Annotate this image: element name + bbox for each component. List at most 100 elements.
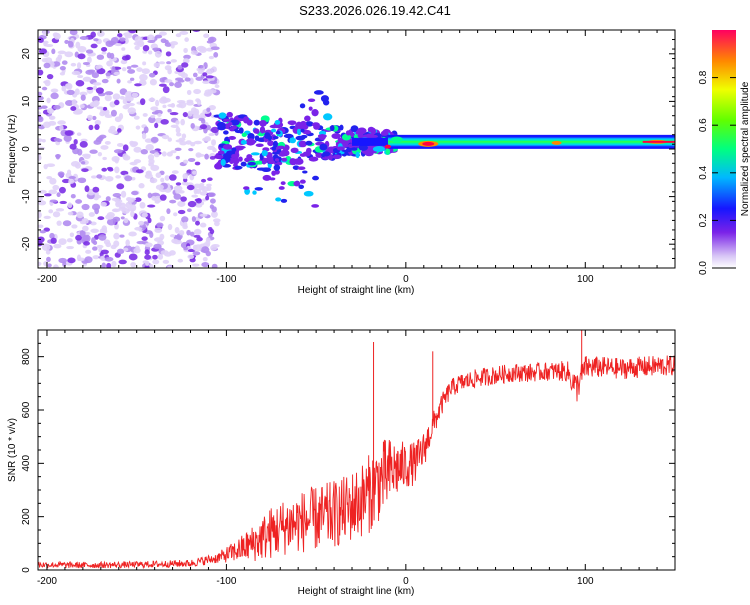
noise-blob	[55, 154, 60, 160]
noise-blob	[195, 204, 203, 208]
noise-blob	[57, 50, 67, 55]
noise-blob	[90, 228, 100, 233]
noise-blob	[194, 161, 201, 166]
noise-blob	[167, 265, 172, 268]
noise-blob	[187, 200, 197, 208]
noise-blob	[47, 263, 52, 268]
noise-blob	[66, 238, 73, 243]
noise-blob	[46, 97, 51, 104]
noise-blob	[209, 204, 215, 210]
noise-blob	[198, 185, 206, 191]
noise-blob	[187, 110, 193, 117]
cluster-blob	[243, 116, 250, 124]
noise-blob	[145, 144, 154, 151]
noise-blob	[81, 218, 89, 225]
noise-blob	[119, 95, 125, 100]
noise-blob	[177, 258, 184, 263]
noise-blob	[149, 78, 157, 86]
carrier-blob	[372, 146, 385, 152]
noise-blob	[175, 132, 182, 137]
noise-blob	[70, 106, 77, 111]
noise-blob	[38, 69, 44, 76]
cluster-blob	[259, 120, 267, 127]
noise-blob	[38, 189, 47, 194]
cluster-blob	[227, 121, 233, 127]
noise-blob	[38, 111, 42, 116]
noise-blob	[82, 76, 92, 82]
noise-blob	[167, 223, 173, 231]
noise-blob	[66, 169, 72, 175]
noise-blob	[114, 166, 120, 174]
noise-blob	[150, 106, 159, 111]
spectrogram-xtick-label: 0	[403, 274, 409, 285]
noise-blob	[153, 152, 160, 158]
cluster-blob	[247, 161, 256, 166]
cluster-blob	[345, 130, 351, 136]
cluster-blob	[318, 133, 326, 141]
noise-blob	[66, 245, 74, 250]
noise-blob	[175, 155, 180, 160]
noise-blob	[61, 85, 67, 92]
noise-blob	[75, 234, 82, 241]
cluster-blob	[255, 143, 264, 148]
noise-blob	[145, 260, 150, 266]
noise-blob	[126, 196, 132, 202]
noise-blob	[136, 67, 143, 72]
noise-blob	[116, 143, 124, 147]
noise-blob	[110, 130, 118, 135]
cluster-blob	[292, 165, 300, 170]
noise-blob	[70, 193, 76, 199]
noise-blob	[188, 147, 194, 152]
noise-blob	[94, 119, 102, 126]
cluster-blob	[299, 103, 306, 109]
spectrogram-plot-area	[38, 30, 675, 268]
cluster-blob	[350, 125, 359, 133]
cluster-blob	[264, 132, 271, 139]
noise-blob	[199, 191, 209, 196]
noise-blob	[104, 140, 111, 145]
noise-blob	[41, 86, 48, 91]
noise-blob	[144, 138, 153, 143]
noise-blob	[79, 140, 88, 148]
cluster-blob	[308, 106, 313, 111]
noise-blob	[164, 175, 170, 181]
noise-blob	[205, 239, 211, 246]
noise-blob	[190, 50, 199, 55]
noise-blob	[162, 104, 167, 109]
noise-blob	[204, 136, 211, 141]
noise-blob	[38, 37, 44, 43]
cluster-blob	[315, 152, 324, 158]
noise-blob	[174, 226, 180, 234]
noise-blob	[127, 69, 136, 74]
noise-blob	[43, 62, 51, 69]
noise-blob	[100, 201, 107, 207]
noise-blob	[101, 262, 106, 268]
cluster-blob	[272, 140, 278, 148]
noise-blob	[75, 80, 85, 87]
noise-blob	[148, 50, 153, 55]
noise-blob	[125, 239, 130, 247]
noise-blob	[189, 231, 195, 237]
noise-blob	[47, 108, 54, 114]
noise-blob	[81, 203, 90, 211]
cluster-blob	[214, 154, 224, 160]
cluster-blob	[231, 147, 237, 153]
noise-blob	[117, 33, 123, 38]
snr-xtick-label: -100	[216, 576, 236, 587]
noise-blob	[101, 78, 109, 84]
noise-blob	[97, 152, 103, 157]
noise-blob	[86, 56, 92, 64]
cluster-blob	[268, 160, 276, 165]
noise-blob	[183, 178, 188, 183]
noise-blob	[156, 222, 164, 228]
noise-blob	[140, 98, 146, 106]
cluster-blob	[308, 156, 319, 162]
noise-blob	[116, 78, 121, 84]
noise-blob	[183, 47, 188, 54]
cluster-blob	[236, 145, 246, 149]
noise-blob	[88, 212, 95, 217]
carrier-peak-small	[384, 144, 391, 149]
cluster-blob	[273, 164, 281, 171]
noise-blob	[214, 220, 220, 227]
cluster-blob	[331, 133, 341, 139]
